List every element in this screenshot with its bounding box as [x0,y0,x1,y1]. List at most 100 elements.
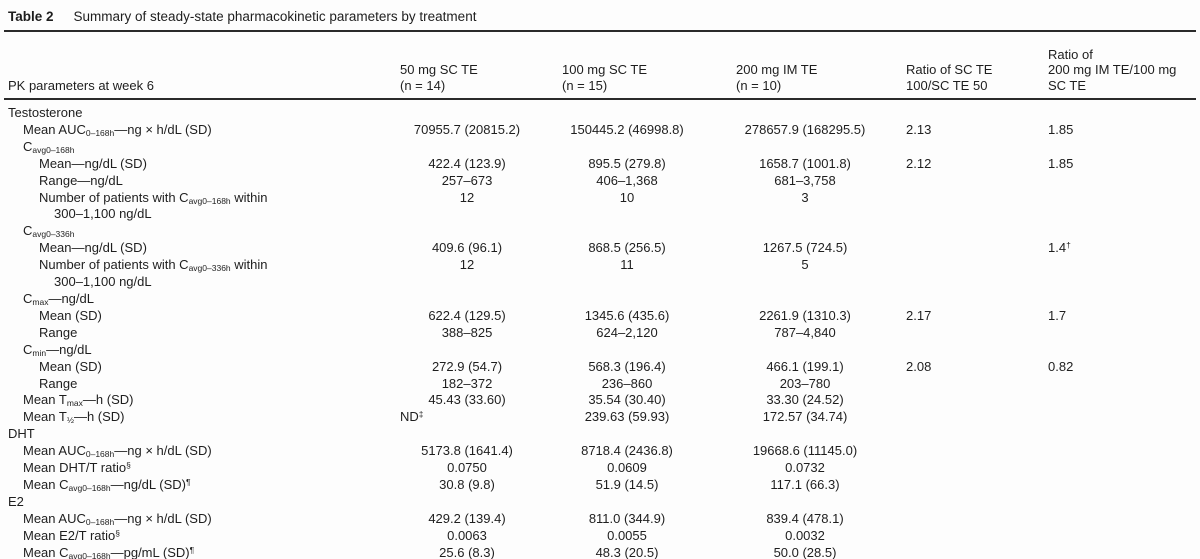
row-label: Mean Tmax—h (SD) [4,392,392,409]
label-text: Mean—ng/dL (SD) [39,155,147,171]
cell-100mg-sc-te: 35.54 (30.40) [588,392,666,408]
label-subscript: avg0–168h [68,550,111,559]
label-text: Range [39,375,78,391]
label-text: C [23,341,33,357]
label-text: —pg/mL (SD) [110,544,190,559]
cell-200mg-im-te: 681–3,758 [774,172,836,188]
label-subscript: min [32,347,47,358]
column-header-line: Ratio of SC TE [906,62,993,77]
row-label: Mean Cavg0–168h—pg/mL (SD)¶ [4,545,392,559]
cell-100mg-sc-te: 1345.6 (435.6) [584,307,670,323]
label-text: within [230,257,268,273]
column-header-ratio-sc100-sc50: Ratio of SC TE 100/SC TE 50 [898,31,1036,100]
row-label: Mean T½—h (SD) [4,409,392,426]
label-text: —ng × h/dL (SD) [114,510,212,526]
label-text: Mean E2/T ratio [23,527,116,543]
table-row: Mean (SD) 272.9 (54.7) 568.3 (196.4) 466.1 … [4,359,1196,376]
column-header-line: 200 mg IM TE [736,62,818,77]
table-row: Mean AUC0–168h—ng × h/dL (SD) 70955.7 (20… [4,122,1196,139]
label-text: —h (SD) [73,409,125,425]
cell-100mg-sc-te: 51.9 (14.5) [595,476,659,492]
column-header-line: 50 mg SC TE [400,62,478,77]
cell-ratio-sc100-sc50 [898,173,1036,190]
cell-ratio-sc100-sc50: 2.13 [906,121,932,137]
table-row: Cmax—ng/dL [4,291,1196,308]
cell-100mg-sc-te: 0.0609 [607,460,647,476]
column-header-line: (n = 14) [400,77,446,93]
label-text: within [230,189,268,205]
cell-ratio-im200-sc100: 1.7 [1048,307,1067,323]
cell-50mg-sc-te: ND‡ [392,409,542,426]
table-row: Number of patients with Cavg0–168h withi… [4,190,1196,224]
cell-ratio-im200-sc100 [1036,409,1196,426]
table-row: Mean DHT/T ratio§ 0.0750 0.0609 0.0732 [4,460,1196,477]
cell-ratio-im200-sc100: 1.85 [1048,155,1074,171]
cell-100mg-sc-te: 150445.2 (46998.8) [570,121,684,137]
label-subscript: avg0–336h [188,263,231,274]
cell-ratio-im200-sc100 [1036,477,1196,494]
cell-100mg-sc-te: 11 [620,257,634,273]
cell-ratio-sc100-sc50 [898,325,1036,342]
cell-100mg-sc-te: 811.0 (344.9) [588,510,666,526]
row-label: Cavg0–336h [4,223,392,240]
cell-100mg-sc-te: 48.3 (20.5) [595,544,659,559]
cell-100mg-sc-te: 8718.4 (2436.8) [581,443,673,459]
row-label: Mean E2/T ratio§ [4,528,392,545]
cell-ratio-sc100-sc50 [898,139,1036,156]
cell-ratio-sc100-sc50: 2.08 [906,358,932,374]
cell-100mg-sc-te [542,426,712,443]
table-row: Range—ng/dL 257–673 406–1,368 681–3,758 [4,173,1196,190]
cell-50mg-sc-te: 45.43 (33.60) [428,392,506,408]
column-header-line: SC TE [1048,77,1087,93]
cell-50mg-sc-te: 5173.8 (1641.4) [421,443,513,459]
table-row: Mean AUC0–168h—ng × h/dL (SD) 5173.8 (164… [4,443,1196,460]
cell-ratio-sc100-sc50 [898,99,1036,122]
label-text: Mean T [23,392,67,408]
cell-50mg-sc-te: 409.6 (96.1) [431,240,503,256]
row-label: Mean (SD) [4,359,392,376]
cell-ratio-im200-sc100 [1036,190,1196,224]
cell-200mg-im-te: 278657.9 (168295.5) [744,121,866,137]
cell-ratio-im200-sc100 [1036,460,1196,477]
column-header-100mg-sc-te: 100 mg SC TE (n = 15) [542,31,712,100]
label-text: DHT [8,426,35,442]
footnote-marker: ‡ [418,409,424,420]
table-body: Testosterone Mean AUC0–168h—ng × h/dL (SD… [4,99,1196,559]
row-label: Cmin—ng/dL [4,342,392,359]
table-row: Mean AUC0–168h—ng × h/dL (SD) 429.2 (139.… [4,511,1196,528]
cell-ratio-im200-sc100 [1036,392,1196,409]
cell-ratio-sc100-sc50 [898,291,1036,308]
column-header-line: 100 mg SC TE [562,62,648,77]
cell-ratio-sc100-sc50: 2.17 [906,307,932,323]
label-text: C [23,223,33,239]
footnote-marker: § [126,460,131,471]
cell-ratio-sc100-sc50 [898,460,1036,477]
table-row: Number of patients with Cavg0–336h withi… [4,257,1196,291]
label-text: Mean—ng/dL (SD) [39,240,147,256]
label-subscript: avg0–336h [32,229,75,240]
cell-100mg-sc-te: 0.0055 [607,527,647,543]
footnote-marker: ¶ [186,476,191,487]
cell-ratio-im200-sc100 [1036,139,1196,156]
label-subscript: avg0–168h [68,482,111,493]
cell-50mg-sc-te: 272.9 (54.7) [431,358,503,374]
cell-ratio-sc100-sc50 [898,376,1036,393]
cell-50mg-sc-te [392,291,542,308]
cell-200mg-im-te: 0.0032 [785,527,825,543]
cell-ratio-im200-sc100 [1036,342,1196,359]
cell-200mg-im-te [712,426,898,443]
footnote-marker: § [115,527,120,538]
header-pk-parameters: PK parameters at week 6 [4,31,392,100]
cell-100mg-sc-te: 239.63 (59.93) [584,409,670,425]
cell-50mg-sc-te: 429.2 (139.4) [428,510,506,526]
label-text: Mean DHT/T ratio [23,460,127,476]
cell-200mg-im-te: 50.0 (28.5) [773,544,837,559]
cell-50mg-sc-te: 0.0063 [447,527,487,543]
table-row: Mean Cavg0–168h—pg/mL (SD)¶ 25.6 (8.3) 48.… [4,545,1196,559]
cell-ratio-sc100-sc50 [898,392,1036,409]
cell-50mg-sc-te [392,494,542,511]
cell-50mg-sc-te: 0.0750 [447,460,487,476]
row-label: Mean Cavg0–168h—ng/dL (SD)¶ [4,477,392,494]
label-text: C [23,290,33,306]
